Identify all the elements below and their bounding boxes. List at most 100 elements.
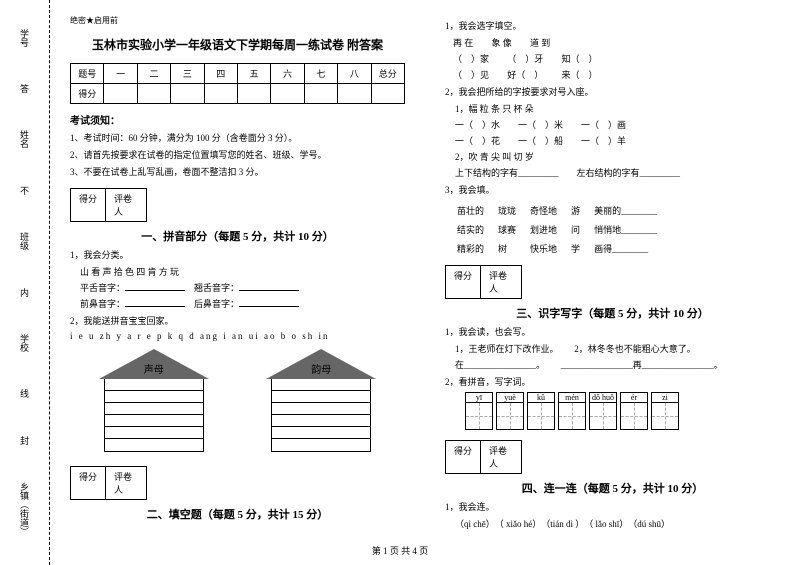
char-cell: ér xyxy=(620,392,648,430)
binding-label: 乡镇（街道） xyxy=(18,482,31,536)
section-title-4: 四、连一连（每题 5 分，共计 10 分） xyxy=(445,480,780,496)
th: 七 xyxy=(304,64,337,84)
char-box xyxy=(496,402,524,430)
th: 六 xyxy=(271,64,304,84)
notice-item: 3、不要在试卷上乱写乱画，卷面不整洁扣 3 分。 xyxy=(70,165,405,178)
roof-label: 韵母 xyxy=(306,361,336,376)
td: 问 xyxy=(571,221,592,238)
opt: 再 在 xyxy=(453,38,473,48)
blank xyxy=(239,281,299,291)
label: 前鼻音字： xyxy=(80,299,125,309)
pinyin: yuè xyxy=(496,392,524,402)
score-label: 得分 xyxy=(71,189,106,221)
td xyxy=(304,84,337,104)
table-row: 得分 xyxy=(71,84,405,104)
char-grid: yī yuè kǔ mén dǒ huǒ ér zi xyxy=(465,392,780,430)
char-box xyxy=(558,402,586,430)
house-line xyxy=(272,427,370,439)
pinyin: dǒ huǒ xyxy=(589,392,617,402)
sentence: 2，林冬冬也不能粗心大意了。 xyxy=(574,344,696,354)
fill-q2-sub: 1，幅 粒 条 只 杯 朵 xyxy=(455,102,780,115)
fill-q3-title: 3，我会填。 xyxy=(445,183,780,196)
label: 翘舌音字： xyxy=(194,283,239,293)
notice-title: 考试须知： xyxy=(70,112,405,127)
pinyin: mén xyxy=(558,392,586,402)
char-cell: kǔ xyxy=(527,392,555,430)
cell: 知（ ） xyxy=(562,54,598,64)
char-cell: yī xyxy=(465,392,493,430)
section-title-1: 一、拼音部分（每题 5 分，共计 10 分） xyxy=(70,228,405,244)
td: 奇怪地 xyxy=(530,202,569,219)
score-label: 得分 xyxy=(446,266,481,298)
td xyxy=(237,84,270,104)
td: 画得________ xyxy=(594,240,669,257)
td: 球赛 xyxy=(498,221,528,238)
section-title-2: 二、填空题（每题 5 分，共计 15 分） xyxy=(70,506,405,522)
th: 八 xyxy=(338,64,371,84)
fill-row: （ ）见 好（ ） 来（ ） xyxy=(445,68,780,81)
td xyxy=(338,84,371,104)
char-cell: yuè xyxy=(496,392,524,430)
td: 得分 xyxy=(71,84,104,104)
char-box xyxy=(527,402,555,430)
binding-mark: 答 xyxy=(18,84,31,93)
word-table: 苗壮的珑珑奇怪地游美丽的________ 结实的球赛划进地问悄悄地_______… xyxy=(455,200,671,259)
td xyxy=(204,84,237,104)
blank xyxy=(125,281,185,291)
fill-q2-row: 一（ ）花 一（ ）船 一（ ）羊 xyxy=(455,134,780,147)
binding-label: 学号 xyxy=(18,29,31,47)
cell: （ ）家 xyxy=(453,54,489,64)
td: 游 xyxy=(571,202,592,219)
exam-title: 玉林市实验小学一年级语文下学期每周一练试卷 附答案 xyxy=(70,36,405,53)
char-box xyxy=(651,402,679,430)
grader-label: 评卷人 xyxy=(481,266,521,298)
th: 三 xyxy=(171,64,204,84)
opt: 道 到 xyxy=(530,38,550,48)
score-label: 得分 xyxy=(71,467,106,499)
write-q2-title: 2，看拼音，写字词。 xyxy=(445,375,780,388)
q2-title: 2，我能送拼音宝宝回家。 xyxy=(70,314,405,327)
page-footer: 第 1 页 共 4 页 xyxy=(0,544,800,557)
house-line xyxy=(272,379,370,391)
score-table: 题号 一 二 三 四 五 六 七 八 总分 得分 xyxy=(70,63,405,104)
left-column: 绝密★启用前 玉林市实验小学一年级语文下学期每周一练试卷 附答案 题号 一 二 … xyxy=(50,0,425,565)
th: 一 xyxy=(104,64,137,84)
td: 结实的 xyxy=(457,221,496,238)
cell: （ ）牙 xyxy=(507,54,543,64)
char-box xyxy=(465,402,493,430)
char-cell: zi xyxy=(651,392,679,430)
fill-q1-title: 1，我会选字填空。 xyxy=(445,19,780,32)
section-title-3: 三、识字写字（每题 5 分，共计 10 分） xyxy=(445,305,780,321)
grader-label: 评卷人 xyxy=(106,189,146,221)
q1-row: 平舌音字： 翘舌音字： xyxy=(80,281,405,294)
sentence: 1，王老师在灯下改作业。 xyxy=(455,344,559,354)
th: 四 xyxy=(204,64,237,84)
house-body xyxy=(104,379,204,452)
notice-item: 2、请首先按要求在试卷的指定位置填写您的姓名、班级、学号。 xyxy=(70,148,405,161)
td: 树 xyxy=(498,240,528,257)
house-line xyxy=(272,403,370,415)
td xyxy=(171,84,204,104)
content-area: 绝密★启用前 玉林市实验小学一年级语文下学期每周一练试卷 附答案 题号 一 二 … xyxy=(50,0,800,565)
table-row: 苗壮的珑珑奇怪地游美丽的________ xyxy=(457,202,669,219)
fill-q2-title: 2，我会把所给的字按要求对号入座。 xyxy=(445,85,780,98)
house-line xyxy=(272,439,370,451)
q1-title: 1，我会分类。 xyxy=(70,248,405,261)
binding-mark: 不 xyxy=(18,186,31,195)
house-line xyxy=(272,415,370,427)
cell: 好（ ） xyxy=(507,70,543,80)
template: 在________________。 xyxy=(455,360,545,370)
house-shengmu: 声母 xyxy=(99,349,209,452)
houses: 声母 韵母 xyxy=(70,349,405,452)
house-line xyxy=(105,427,203,439)
house-yunmu: 韵母 xyxy=(266,349,376,452)
binding-mark: 内 xyxy=(18,288,31,297)
page-container: 学号 答 姓名 不 班级 内 学校 线 封 乡镇（街道） 绝密★启用前 玉林市实… xyxy=(0,0,800,565)
score-box: 得分 评卷人 xyxy=(70,188,147,222)
pinyin: ér xyxy=(620,392,648,402)
td: 学 xyxy=(571,240,592,257)
fill-q2-row: 一（ ）水 一（ ）米 一（ ）画 xyxy=(455,118,780,131)
pinyin: yī xyxy=(465,392,493,402)
house-line xyxy=(105,391,203,403)
score-label: 得分 xyxy=(446,441,481,473)
